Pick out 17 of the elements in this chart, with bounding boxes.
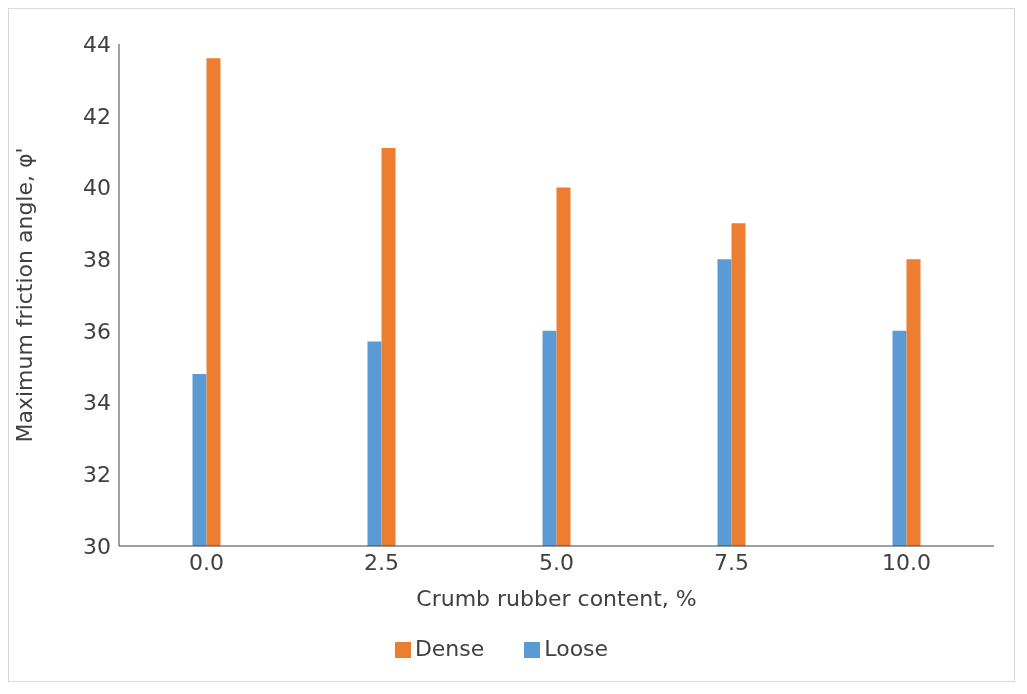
x-tick-label: 5.0 [539,549,574,575]
legend-label: Dense [414,636,485,661]
x-tick-label: 10.0 [882,549,931,575]
x-axis-title: Crumb rubber content, % [416,586,697,611]
y-tick-label: 40 [83,175,111,201]
y-tick-label: 30 [83,533,111,559]
x-tick-label: 7.5 [714,549,749,575]
y-tick-label: 32 [83,462,111,488]
legend-label: Loose [544,636,609,661]
y-tick-label: 42 [83,103,111,129]
y-tick-label: 38 [83,246,111,272]
y-tick-label: 34 [83,390,111,416]
y-tick-label: 44 [83,31,111,57]
y-axis-title: Maximum friction angle, φ' [11,147,37,443]
x-tick-label: 0.0 [189,549,224,575]
y-tick-label: 36 [83,318,111,344]
x-tick-label: 2.5 [364,549,399,575]
